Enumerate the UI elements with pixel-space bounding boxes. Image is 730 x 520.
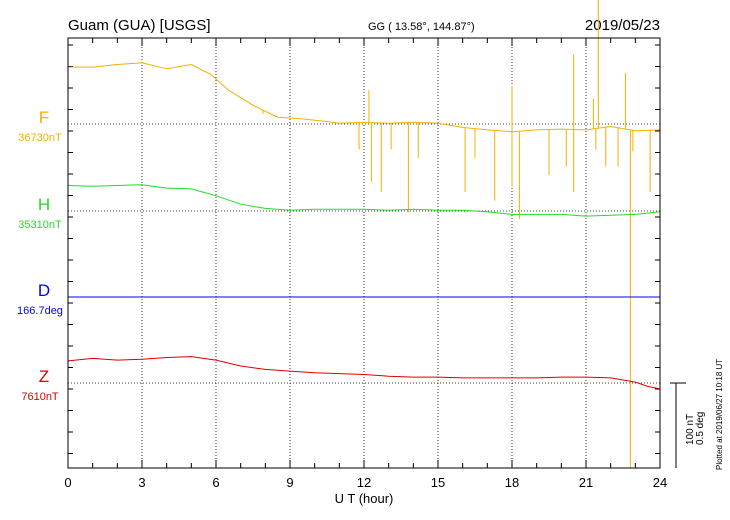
x-tick-label: 24	[653, 475, 667, 490]
plotted-note: Plotted at 2019/06/27 10:18 UT	[715, 359, 724, 470]
data-traces	[67, 0, 661, 468]
series-Z-baseline: 7610nT	[21, 391, 59, 403]
x-tick-label: 6	[212, 475, 219, 490]
series-Z-name: Z	[39, 367, 49, 386]
station-coordinates: GG ( 13.58°, 144.87°)	[368, 21, 475, 33]
plot-date: 2019/05/23	[585, 17, 660, 34]
series-H-name: H	[38, 195, 50, 214]
series-F-line	[68, 62, 661, 133]
plot-frame	[67, 37, 661, 469]
series-labels: F 36730nT H 35310nT D 166.7deg Z 7610nT	[17, 108, 63, 403]
series-F-baseline: 36730nT	[18, 132, 62, 144]
series-Z-line	[67, 356, 661, 390]
station-title: Guam (GUA) [USGS]	[68, 17, 211, 34]
scale-bar-deg: 0.5 deg	[695, 412, 706, 445]
x-axis-label: U T (hour)	[335, 491, 394, 506]
x-tick-label: 15	[431, 475, 445, 490]
series-H-baseline: 35310nT	[18, 219, 62, 231]
axis-ticks	[67, 38, 661, 468]
x-tick-label: 18	[505, 475, 519, 490]
series-D-baseline: 166.7deg	[17, 305, 63, 317]
series-F-name: F	[39, 108, 49, 127]
series-D-name: D	[38, 281, 50, 300]
x-tick-label: 9	[286, 475, 293, 490]
scale-bar-nt: 100 nT	[685, 414, 696, 445]
series-H-line	[67, 184, 661, 217]
plot-grid	[68, 38, 660, 468]
x-tick-label: 21	[579, 475, 593, 490]
x-tick-label: 3	[138, 475, 145, 490]
x-tick-label: 0	[64, 475, 71, 490]
x-tick-label: 12	[357, 475, 371, 490]
x-tick-labels: 0 3 6 9 12 15 18 21 24	[64, 475, 667, 490]
